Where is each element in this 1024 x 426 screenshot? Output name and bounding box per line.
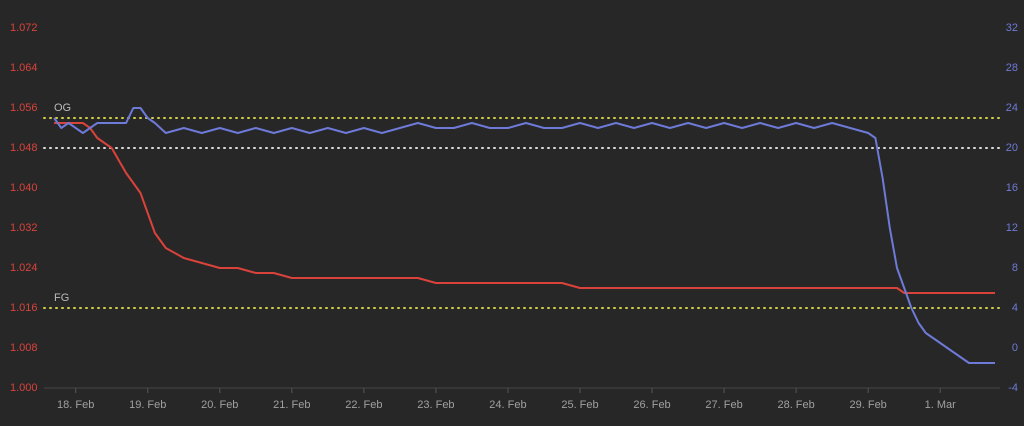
y-tick-label: 1.040 (10, 182, 38, 194)
x-tick-label: 27. Feb (705, 399, 742, 411)
series-line (54, 122, 995, 294)
y-tick-label: 1.008 (10, 342, 38, 354)
x-tick-label: 29. Feb (850, 399, 887, 411)
x-tick-label: 20. Feb (201, 399, 238, 411)
x-tick-label: 24. Feb (489, 399, 526, 411)
x-tick-label: 19. Feb (129, 399, 166, 411)
y-tick-label: 1.024 (10, 262, 38, 274)
x-tick-label: 26. Feb (633, 399, 670, 411)
x-tick-label: 25. Feb (561, 399, 598, 411)
x-tick-label: 22. Feb (345, 399, 382, 411)
series-line (53, 107, 995, 364)
y2-tick-label: 20 (1006, 142, 1018, 154)
reference-label: FG (54, 292, 69, 304)
y2-tick-label: 12 (1006, 222, 1018, 234)
y2-tick-label: -4 (1008, 382, 1018, 394)
y-tick-label: 1.048 (10, 142, 38, 154)
reference-label: OG (54, 102, 71, 114)
y-tick-label: 1.000 (10, 382, 38, 394)
x-tick-label: 28. Feb (777, 399, 814, 411)
x-tick-label: 21. Feb (273, 399, 310, 411)
y-tick-label: 1.056 (10, 102, 38, 114)
y-tick-label: 1.032 (10, 222, 38, 234)
y2-tick-label: 28 (1006, 62, 1018, 74)
y2-tick-label: 8 (1012, 262, 1018, 274)
x-tick-label: 1. Mar (925, 399, 957, 411)
y-tick-label: 1.064 (10, 62, 38, 74)
y-tick-label: 1.016 (10, 302, 38, 314)
y2-tick-label: 24 (1006, 102, 1018, 114)
y2-tick-label: 16 (1006, 182, 1018, 194)
x-tick-label: 23. Feb (417, 399, 454, 411)
y-tick-label: 1.072 (10, 22, 38, 34)
y2-tick-label: 4 (1012, 302, 1018, 314)
y2-tick-label: 32 (1006, 22, 1018, 34)
y2-tick-label: 0 (1012, 342, 1018, 354)
x-tick-label: 18. Feb (57, 399, 94, 411)
